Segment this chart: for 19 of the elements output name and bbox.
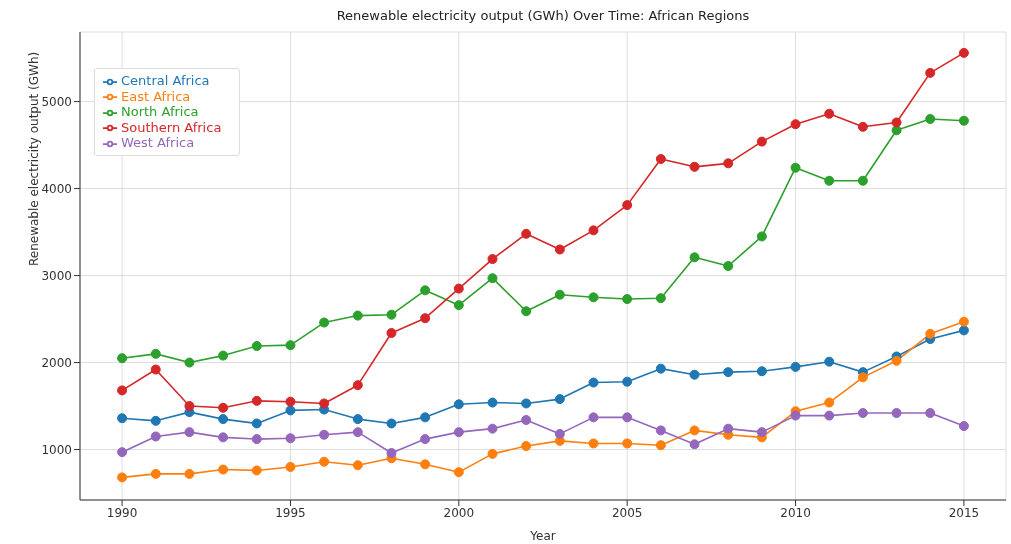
y-tick-label: 4000 (41, 181, 72, 196)
y-tick-label: 5000 (41, 94, 72, 109)
x-tick-label: 2005 (611, 505, 643, 520)
legend-label: West Africa (121, 135, 195, 150)
x-tick-label: 2010 (780, 505, 811, 520)
legend-label: Southern Africa (121, 119, 222, 135)
legend-label: Central Africa (121, 73, 210, 88)
x-tick-label: 1990 (106, 505, 138, 520)
x-tick-label: 1995 (275, 505, 306, 520)
legend-label: East Africa (121, 88, 191, 104)
y-tick-label: 1000 (41, 442, 72, 457)
y-axis-title: Renewable electricity output (GWh) (27, 51, 42, 266)
chart-title: Renewable electricity output (GWh) Over Time: African Regions (335, 8, 751, 25)
x-tick-label: 2000 (443, 505, 475, 520)
y-tick-label: 2000 (41, 355, 72, 370)
x-axis-title: Year (529, 529, 556, 543)
x-tick-label: 2015 (948, 505, 980, 520)
legend-label: North Africa (121, 104, 199, 119)
y-tick-label: 3000 (41, 268, 72, 283)
